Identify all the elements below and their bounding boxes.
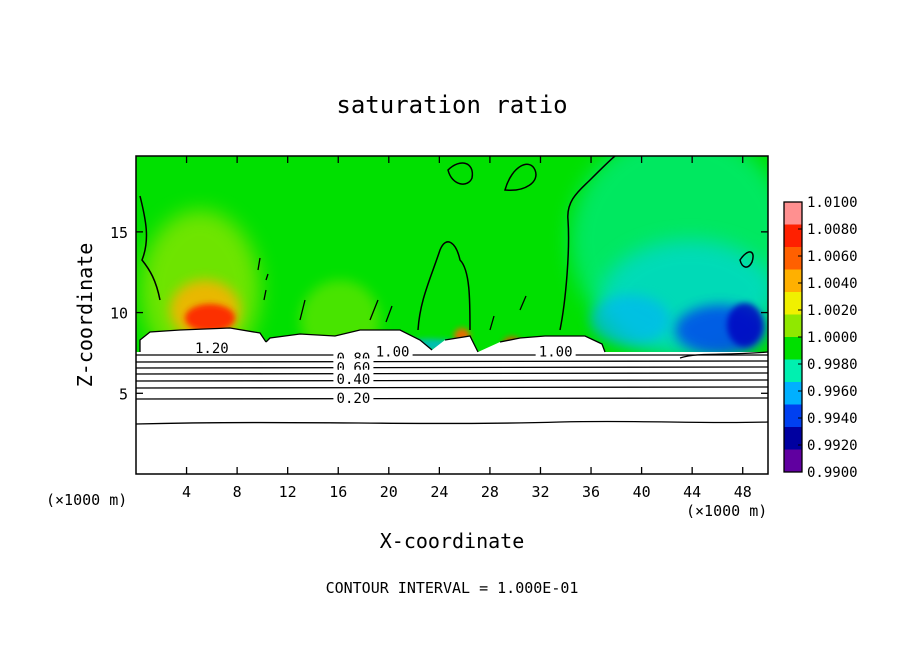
colorbar-label: 1.0000 — [807, 330, 858, 346]
colorbar-swatch — [784, 382, 802, 405]
x-tick-label: 40 — [633, 483, 651, 501]
colorbar-label: 1.0060 — [807, 249, 858, 265]
colorbar-swatch — [784, 292, 802, 315]
cloud-region — [140, 328, 605, 352]
colorbar-swatch — [784, 314, 802, 338]
colorbar-swatch — [784, 224, 802, 248]
plot-area: 1.201.001.000.800.600.400.20 — [136, 156, 768, 474]
y-tick-label: 10 — [110, 305, 128, 323]
x-axis-label: X-coordinate — [380, 529, 525, 553]
colorbar-swatch — [784, 359, 802, 383]
x-tick-label: 16 — [329, 483, 347, 501]
contour-label-bg — [191, 339, 232, 355]
contour-label: 1.20 — [195, 341, 229, 357]
colorbar: 1.0100 1.0080 1.0060 1.0040 1.0020 1.0000 0.99… — [783, 195, 858, 481]
contour-label: 0.40 — [337, 372, 371, 388]
contour-label: 0.20 — [337, 391, 371, 407]
plot-frame — [135, 155, 769, 475]
x-tick-label: 20 — [380, 483, 398, 501]
lower-contour-lines — [136, 351, 768, 425]
colorbar-label: 0.9980 — [807, 357, 858, 373]
contour-ring-top — [447, 162, 474, 185]
colorbar-swatch — [784, 202, 802, 225]
x-unit-label: (×1000 m) — [686, 502, 767, 520]
y-axis-ticks: 5 10 15 — [110, 224, 768, 403]
y-tick-label: 5 — [119, 385, 128, 403]
x-tick-label: 48 — [734, 483, 752, 501]
x-tick-label: 12 — [279, 483, 297, 501]
contour-right-small — [739, 251, 754, 268]
x-tick-label: 32 — [531, 483, 549, 501]
contour-label-bg — [372, 342, 413, 358]
z-unit-label: (×1000 m) — [46, 491, 127, 509]
colorbar-label: 1.0020 — [807, 303, 858, 319]
colorbar-label: 1.0080 — [807, 222, 858, 238]
colorbar-swatch — [784, 404, 802, 428]
contour-labels: 1.201.001.000.800.600.400.20 — [191, 339, 576, 407]
colorbar-swatch — [784, 427, 802, 450]
colorbar-label: 0.9900 — [807, 465, 858, 481]
contour-z-top — [139, 195, 161, 301]
contour-center-plume — [417, 241, 471, 331]
colorbar-label: 0.9960 — [807, 384, 858, 400]
colorbar-swatch — [784, 449, 802, 473]
contour-label-bg — [333, 389, 374, 405]
cloud-edge-contours — [139, 257, 606, 353]
colorbar-label: 1.0100 — [807, 195, 858, 211]
colorbar-label: 0.9920 — [807, 438, 858, 454]
contour-interval-note: CONTOUR INTERVAL = 1.000E-01 — [326, 579, 579, 597]
y-tick-label: 15 — [110, 224, 128, 242]
y-axis-label: Z-coordinate — [73, 243, 97, 388]
colorbar-label: 0.9940 — [807, 411, 858, 427]
contour-label: 1.00 — [539, 344, 573, 360]
x-tick-label: 28 — [481, 483, 499, 501]
x-tick-label: 36 — [582, 483, 600, 501]
chart-title: saturation ratio — [336, 91, 567, 119]
contour-label-bg — [535, 342, 576, 358]
contour-upper-center — [559, 156, 616, 331]
colorbar-label: 1.0040 — [807, 276, 858, 292]
x-tick-label: 44 — [683, 483, 701, 501]
contour-ring-top2 — [504, 163, 537, 191]
x-tick-label: 24 — [430, 483, 448, 501]
x-tick-label: 4 — [182, 483, 191, 501]
x-tick-label: 8 — [233, 483, 242, 501]
colorbar-swatch — [784, 247, 802, 270]
lower-white-region — [136, 352, 768, 474]
contour-label-bg — [333, 369, 374, 385]
contour-label-bg — [333, 358, 374, 374]
colorbar-swatch — [784, 337, 802, 360]
contour-label: 1.00 — [376, 344, 410, 360]
x-axis-ticks: 4 8 12 16 20 24 28 32 36 40 44 48 — [182, 156, 752, 501]
colorbar-swatch — [784, 269, 802, 293]
